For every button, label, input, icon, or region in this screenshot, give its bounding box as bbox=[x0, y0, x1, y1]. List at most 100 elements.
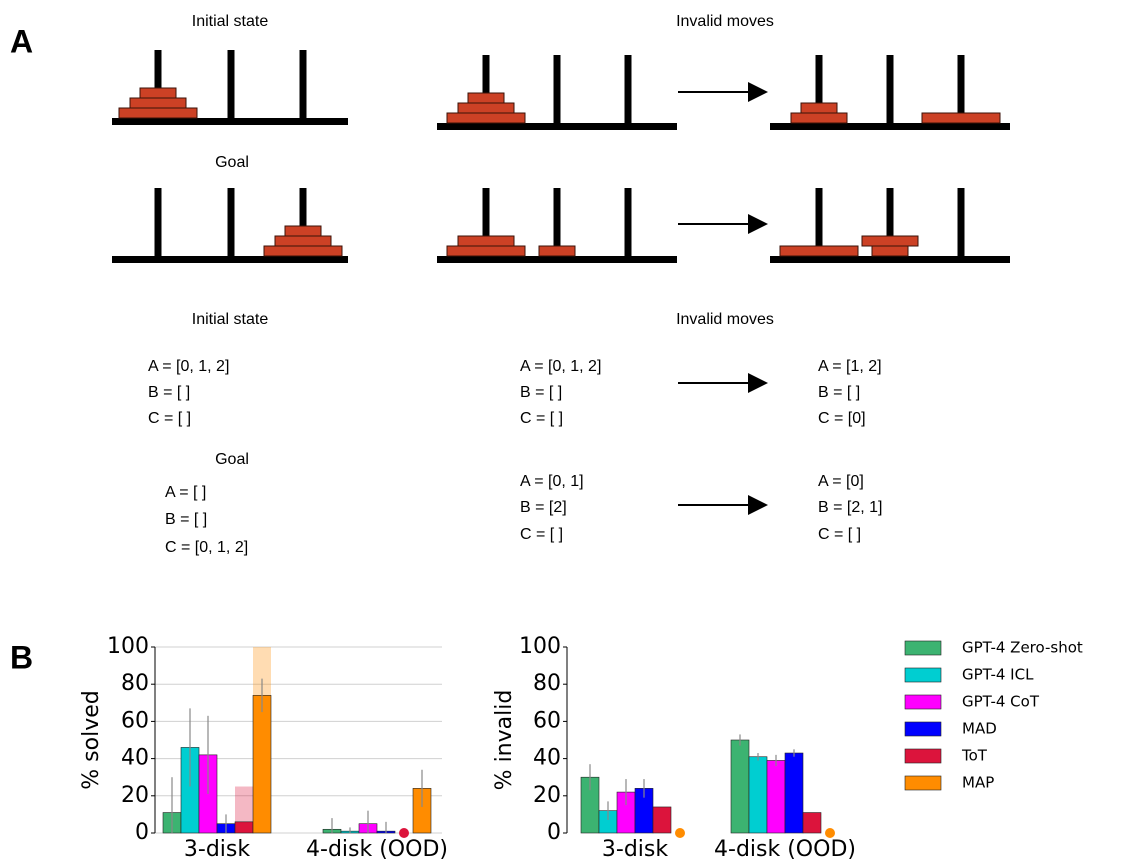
disk bbox=[538, 245, 576, 257]
y-tick-label: 0 bbox=[547, 820, 561, 845]
state-line: C = [ ] bbox=[520, 410, 563, 427]
peg bbox=[624, 55, 632, 123]
bar bbox=[748, 756, 768, 834]
panel-label: A bbox=[10, 23, 33, 59]
base bbox=[437, 123, 677, 130]
y-tick-label: 60 bbox=[533, 708, 561, 733]
arrows bbox=[678, 82, 768, 515]
bar bbox=[802, 812, 822, 834]
state-line: C = [ ] bbox=[520, 526, 563, 543]
peg bbox=[957, 188, 965, 256]
state-line: A = [0, 1, 2] bbox=[520, 358, 601, 375]
y-axis-label: % invalid bbox=[492, 690, 517, 791]
base bbox=[112, 256, 348, 263]
bar bbox=[652, 806, 672, 834]
disk bbox=[118, 107, 198, 119]
disk bbox=[446, 245, 526, 257]
base bbox=[770, 123, 1010, 130]
x-tick-label: 4-disk (OOD) bbox=[714, 837, 856, 862]
heading: Goal bbox=[215, 154, 249, 171]
peg bbox=[154, 50, 162, 118]
bar bbox=[784, 752, 804, 834]
heading: Initial state bbox=[192, 311, 269, 328]
heading: Goal bbox=[215, 451, 249, 468]
peg bbox=[299, 188, 307, 256]
bar bbox=[730, 739, 750, 834]
bar bbox=[252, 695, 272, 834]
y-tick-label: 40 bbox=[121, 746, 149, 771]
legend-swatch bbox=[904, 640, 942, 656]
legend-swatch bbox=[904, 694, 942, 710]
peg bbox=[299, 50, 307, 118]
legend-swatch bbox=[904, 667, 942, 683]
state-line: A = [0, 1] bbox=[520, 473, 584, 490]
heading: Invalid moves bbox=[676, 311, 774, 328]
y-tick-label: 80 bbox=[121, 671, 149, 696]
disk bbox=[921, 112, 1001, 124]
legend-label: MAD bbox=[962, 720, 997, 738]
peg bbox=[886, 188, 894, 256]
base bbox=[770, 256, 1010, 263]
peg bbox=[957, 55, 965, 123]
zero-marker bbox=[399, 828, 409, 838]
disk bbox=[446, 112, 526, 124]
y-tick-label: 100 bbox=[107, 634, 149, 659]
x-tick-label: 4-disk (OOD) bbox=[306, 837, 448, 862]
x-tick-label: 3-disk bbox=[602, 837, 668, 862]
disk bbox=[871, 245, 909, 257]
peg bbox=[624, 188, 632, 256]
y-tick-label: 100 bbox=[519, 634, 561, 659]
disk bbox=[457, 235, 515, 247]
state-line: A = [ ] bbox=[165, 484, 206, 501]
legend-label: GPT-4 CoT bbox=[962, 693, 1040, 711]
peg bbox=[482, 55, 490, 123]
y-axis-label: % solved bbox=[79, 690, 104, 789]
state-line: B = [ ] bbox=[165, 511, 207, 528]
base bbox=[112, 118, 348, 125]
peg bbox=[886, 55, 894, 123]
state-line: A = [1, 2] bbox=[818, 358, 882, 375]
panel-label: B bbox=[10, 639, 33, 675]
state-line: B = [2] bbox=[520, 499, 567, 516]
disk bbox=[274, 235, 332, 247]
state-line: B = [ ] bbox=[148, 384, 190, 401]
zero-marker bbox=[675, 828, 685, 838]
state-line: A = [0] bbox=[818, 473, 864, 490]
y-tick-label: 60 bbox=[121, 708, 149, 733]
peg bbox=[553, 55, 561, 123]
legend-label: MAP bbox=[962, 774, 994, 792]
bar bbox=[234, 821, 254, 834]
peg bbox=[482, 188, 490, 256]
peg bbox=[227, 188, 235, 256]
legend-swatch bbox=[904, 748, 942, 764]
bar bbox=[766, 760, 786, 834]
state-line: C = [0] bbox=[818, 410, 866, 427]
disk bbox=[467, 92, 505, 104]
x-tick-label: 3-disk bbox=[184, 837, 250, 862]
disk bbox=[263, 245, 343, 257]
base bbox=[437, 256, 677, 263]
legend-swatch bbox=[904, 721, 942, 737]
state-line: C = [ ] bbox=[818, 526, 861, 543]
state-line: B = [ ] bbox=[818, 384, 860, 401]
state-line: B = [2, 1] bbox=[818, 499, 882, 516]
state-line: C = [ ] bbox=[148, 410, 191, 427]
disk bbox=[779, 245, 859, 257]
legend-swatch bbox=[904, 775, 942, 791]
range-shade bbox=[235, 786, 253, 833]
y-tick-label: 0 bbox=[135, 820, 149, 845]
disk bbox=[284, 225, 322, 237]
disk bbox=[800, 102, 838, 114]
state-line: B = [ ] bbox=[520, 384, 562, 401]
legend-label: GPT-4 ICL bbox=[962, 666, 1034, 684]
peg bbox=[154, 188, 162, 256]
disk bbox=[129, 97, 187, 109]
disk bbox=[861, 235, 919, 247]
legend-label: GPT-4 Zero-shot bbox=[962, 639, 1083, 657]
peg bbox=[553, 188, 561, 256]
y-tick-label: 20 bbox=[533, 783, 561, 808]
disk bbox=[790, 112, 848, 124]
zero-marker bbox=[825, 828, 835, 838]
peg bbox=[815, 55, 823, 123]
